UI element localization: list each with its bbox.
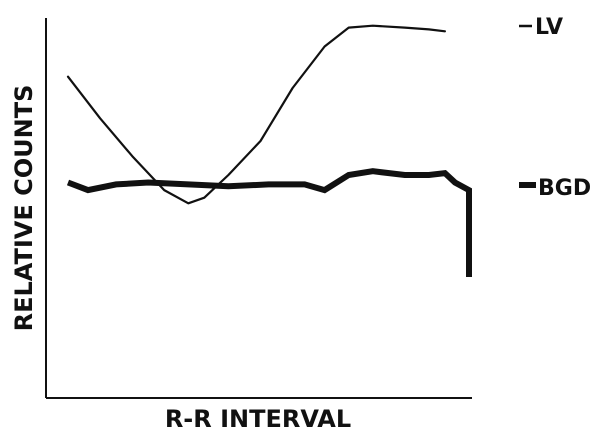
legend-label-lv: LV xyxy=(535,15,563,40)
legend-label-bgd: BGD xyxy=(538,176,591,201)
y-axis-label: RELATIVE COUNTS xyxy=(10,85,38,332)
series-line-lv xyxy=(66,24,446,205)
x-axis-label: R-R INTERVAL xyxy=(165,405,351,433)
series-line-bgd xyxy=(66,168,472,277)
